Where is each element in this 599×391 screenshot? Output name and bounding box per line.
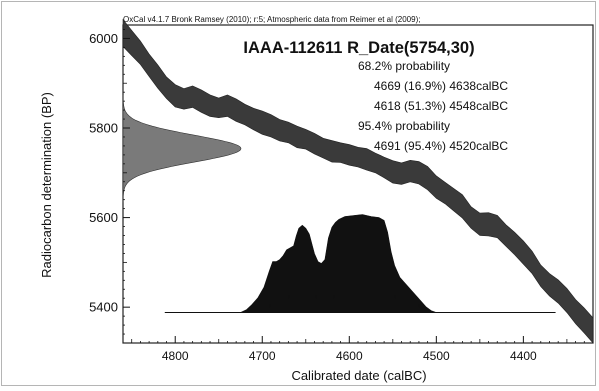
x-tick-label-4800: 4800 — [162, 349, 189, 363]
radiocarbon-date-layer — [122, 94, 242, 203]
prob-line-4: 95.4% probability — [358, 119, 450, 133]
x-tick-label-4700: 4700 — [249, 349, 276, 363]
probability-intervals-layer — [269, 295, 420, 309]
y-tick-label-5400: 5400 — [89, 300, 118, 315]
chart-frame: OxCal v4.1.7 Bronk Ramsey (2010); r:5; A… — [1, 1, 596, 386]
calibrated-distribution — [240, 214, 437, 313]
calibration-curve-band — [122, 18, 594, 344]
x-tick-label-4500: 4500 — [423, 349, 450, 363]
range-95-bracket-1 — [269, 304, 420, 309]
prob-line-5: 4691 (95.4%) 4520calBC — [374, 139, 508, 153]
axes-layer: 4800 4700 4600 4500 4400 5400 5600 5800 6000 — [89, 29, 585, 363]
chart-title: IAAA-112611 R_Date(5754,30) — [243, 39, 474, 57]
radiocarbon-date-curve — [122, 94, 242, 203]
prob-line-1: 68.2% probability — [358, 59, 450, 73]
x-tick-label-4400: 4400 — [510, 349, 537, 363]
y-tick-label-6000: 6000 — [89, 31, 118, 46]
y-tick-label-5600: 5600 — [89, 210, 118, 225]
y-tick-label-5800: 5800 — [89, 121, 118, 136]
prob-line-3: 4618 (51.3%) 4548calBC — [374, 99, 508, 113]
prob-line-2: 4669 (16.9%) 4638calBC — [374, 79, 508, 93]
calibrated-distribution-layer — [164, 214, 556, 314]
x-tick-label-4600: 4600 — [336, 349, 363, 363]
x-axis-label: Calibrated date (calBC) — [291, 368, 426, 383]
range-68-bracket-2 — [333, 295, 396, 300]
y-axis-label: Radiocarbon determination (BP) — [39, 92, 54, 278]
range-68-bracket-1 — [288, 295, 317, 300]
probability-text-block: 68.2% probability 4669 (16.9%) 4638calBC… — [358, 59, 508, 153]
calibration-curve-layer — [122, 18, 594, 344]
credit-text: OxCal v4.1.7 Bronk Ramsey (2010); r:5; A… — [123, 15, 420, 24]
